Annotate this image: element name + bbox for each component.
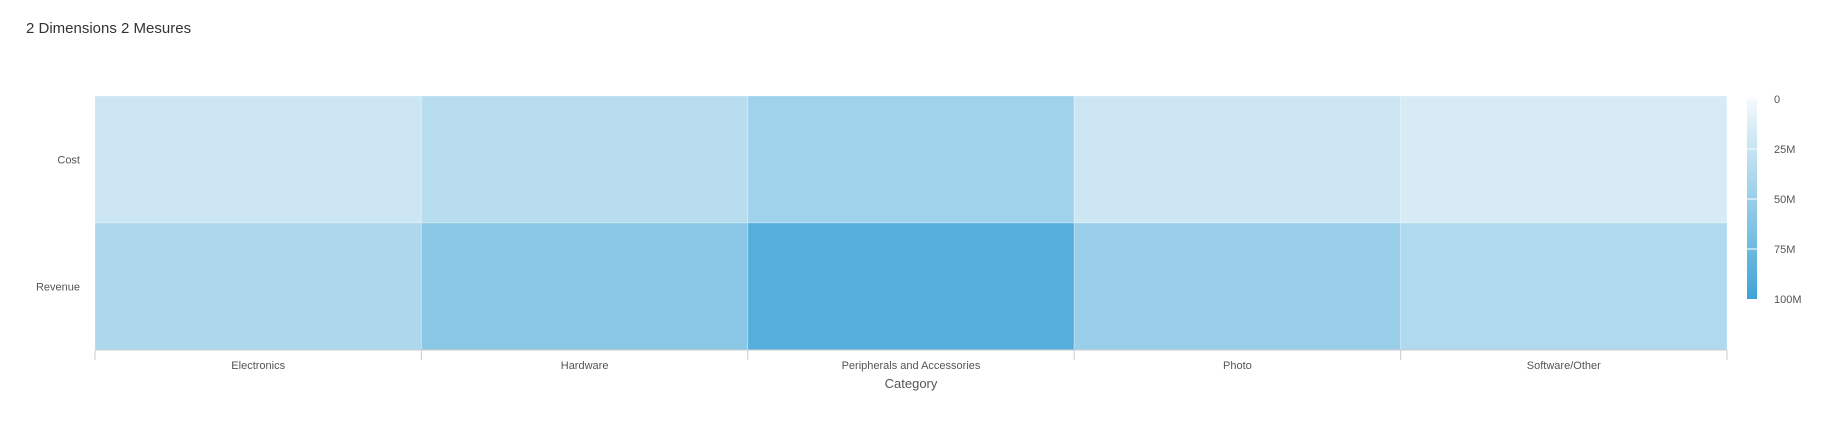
x-axis: Electronics Hardware Peripherals and Acces… xyxy=(94,349,1728,391)
heatmap-cells xyxy=(94,95,1728,351)
heatmap-cell[interactable] xyxy=(94,222,422,351)
heatmap-cell[interactable] xyxy=(1073,222,1402,351)
heatmap-cell[interactable] xyxy=(420,222,749,351)
x-tick-label: Software/Other xyxy=(1527,360,1601,372)
x-axis-title: Category xyxy=(885,376,938,391)
legend-tick-label: 100M xyxy=(1774,294,1802,306)
y-tick-label: Cost xyxy=(57,155,80,167)
legend-tick-label: 25M xyxy=(1774,144,1795,156)
heatmap-cell[interactable] xyxy=(747,222,1075,351)
x-tick-label: Peripherals and Accessories xyxy=(842,360,981,372)
heatmap-cell[interactable] xyxy=(1073,95,1402,224)
heatmap-cell[interactable] xyxy=(420,95,749,224)
heatmap-cell[interactable] xyxy=(94,95,422,224)
chart-title: 2 Dimensions 2 Mesures xyxy=(26,20,192,37)
x-tick-label: Photo xyxy=(1223,360,1252,372)
y-axis: Cost Revenue xyxy=(36,155,80,294)
heatmap-cell[interactable] xyxy=(747,95,1075,224)
legend-tick-label: 50M xyxy=(1774,194,1795,206)
x-tick-label: Electronics xyxy=(231,360,285,372)
legend-tick-label: 0 xyxy=(1774,94,1780,106)
y-tick-label: Revenue xyxy=(36,282,80,294)
heatmap-cell[interactable] xyxy=(1400,222,1728,351)
heatmap-cell[interactable] xyxy=(1400,95,1728,224)
x-tick-label: Hardware xyxy=(561,360,609,372)
color-legend: 0 25M 50M 75M 100M xyxy=(1747,94,1802,306)
legend-tick-label: 75M xyxy=(1774,244,1795,256)
